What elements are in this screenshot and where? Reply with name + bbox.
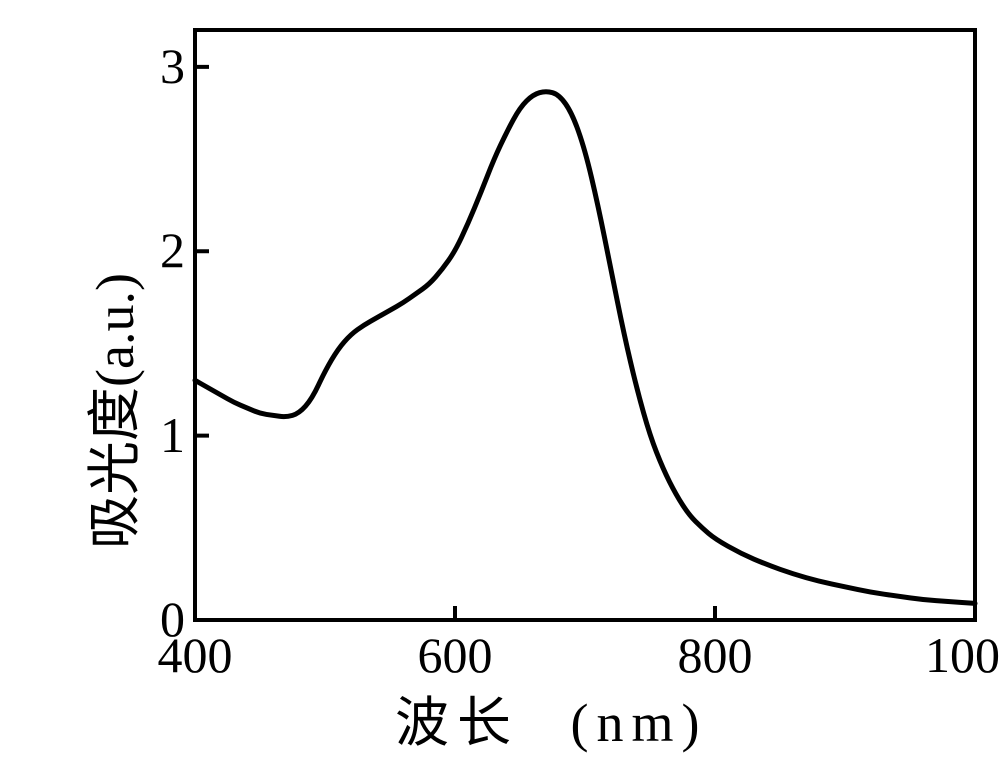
y-tick-label: 3 — [125, 37, 185, 95]
x-tick-label: 600 — [395, 626, 515, 684]
y-tick-label: 0 — [125, 590, 185, 648]
x-tick-label: 800 — [655, 626, 775, 684]
x-axis-label-text: 波长 — [395, 693, 519, 753]
x-axis-label: 波长 (nm) — [395, 678, 707, 757]
y-tick-label: 2 — [125, 221, 185, 279]
y-tick-label: 1 — [125, 406, 185, 464]
x-axis-label-unit: (nm) — [571, 693, 708, 753]
x-tick-label: 1000 — [915, 626, 1000, 684]
absorbance-chart: 吸光度(a.u.) 波长 (nm) 40060080010000123 — [0, 0, 1000, 746]
